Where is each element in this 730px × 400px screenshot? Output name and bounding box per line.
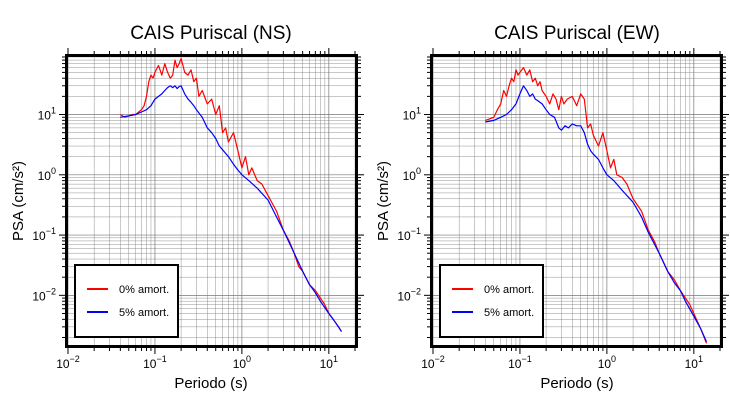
y-tick-label: 10−1 bbox=[397, 226, 421, 243]
series-line-0pct-amort bbox=[485, 66, 708, 344]
legend-box bbox=[439, 264, 544, 338]
legend-label-0pct-amort: 0% amort. bbox=[119, 284, 169, 296]
x-tick-label: 101 bbox=[685, 354, 703, 371]
y-tick-label: 101 bbox=[403, 106, 421, 123]
series-line-5pct-amort bbox=[120, 85, 343, 332]
y-tick-label: 100 bbox=[38, 166, 56, 183]
x-tick-label: 10−1 bbox=[508, 354, 532, 371]
y-tick-label: 10−2 bbox=[397, 286, 421, 303]
chart-panel-1: 10−2 10−1 100 101 10−2 10−1 100 101 CAIS Purisca… bbox=[10, 23, 364, 392]
chart-panel-2: 10−2 10−1 100 101 10−2 10−1 100 101 CAIS Purisca… bbox=[375, 23, 729, 392]
x-axis-label: Periodo (s) bbox=[540, 375, 613, 392]
chart-title: CAIS Puriscal (EW) bbox=[494, 23, 660, 44]
ticks bbox=[424, 48, 729, 354]
legend-label-0pct-amort: 0% amort. bbox=[484, 284, 534, 296]
plot-frame bbox=[65, 54, 358, 348]
plot-frame bbox=[430, 54, 723, 348]
x-tick-label: 100 bbox=[233, 354, 251, 371]
x-axis-label: Periodo (s) bbox=[174, 375, 247, 392]
x-tick-label: 10−2 bbox=[421, 354, 445, 371]
ticks bbox=[59, 48, 364, 354]
x-tick-label: 10−1 bbox=[143, 354, 167, 371]
legend-box bbox=[74, 264, 179, 338]
legend: 0% amort. 5% amort. bbox=[439, 264, 544, 338]
y-axis-label: PSA (cm/s²) bbox=[375, 161, 392, 241]
x-tick-label: 101 bbox=[320, 354, 338, 371]
y-axis-label: PSA (cm/s²) bbox=[10, 161, 27, 241]
x-tick-label: 100 bbox=[598, 354, 616, 371]
y-tick-label: 101 bbox=[38, 106, 56, 123]
grid bbox=[432, 56, 721, 345]
chart-title: CAIS Puriscal (NS) bbox=[130, 23, 292, 44]
legend: 0% amort. 5% amort. bbox=[74, 264, 179, 338]
legend-label-5pct-amort: 5% amort. bbox=[484, 307, 534, 319]
series-line-0pct-amort bbox=[119, 57, 343, 332]
series-line-5pct-amort bbox=[485, 85, 708, 342]
y-tick-label: 10−1 bbox=[32, 226, 56, 243]
legend-label-5pct-amort: 5% amort. bbox=[119, 307, 169, 319]
y-tick-label: 100 bbox=[403, 166, 421, 183]
y-tick-label: 10−2 bbox=[32, 286, 56, 303]
x-tick-label: 10−2 bbox=[56, 354, 80, 371]
